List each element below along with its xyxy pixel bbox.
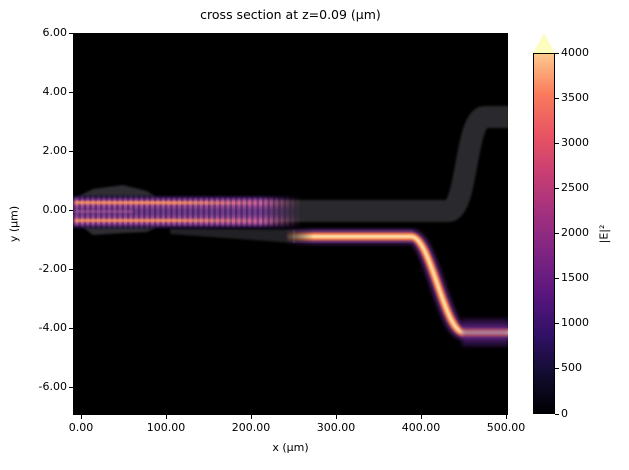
- y-tick-mark: [69, 269, 73, 270]
- plot-area: [73, 33, 508, 415]
- mmi-field-lobes: [74, 201, 259, 222]
- y-tick-mark: [69, 91, 73, 93]
- y-tick-mark: [69, 151, 73, 152]
- x-tick-label: 400.00: [401, 421, 441, 434]
- x-tick-mark: [420, 415, 422, 419]
- colorbar-tick-mark: [555, 278, 559, 280]
- colorbar-tick-label: 2500: [561, 180, 589, 194]
- bus-waveguide-structure: [153, 106, 508, 222]
- colorbar-tick-label: 3000: [561, 135, 589, 149]
- y-axis-label: y (μm): [7, 205, 21, 243]
- colorbar-tick-label: 1000: [561, 316, 589, 330]
- output-stripe-halo: [462, 319, 508, 346]
- colorbar-tick-mark: [555, 323, 559, 325]
- colorbar-tick-label: 500: [561, 361, 582, 375]
- y-tick-label: 0.00: [42, 203, 68, 216]
- colorbar-gradient: [533, 53, 555, 414]
- colorbar-tick-label: 2000: [561, 226, 589, 239]
- x-tick-mark: [250, 415, 252, 419]
- mmi-field-band: [73, 195, 309, 229]
- y-tick-mark: [69, 210, 73, 211]
- y-tick-label: 2.00: [42, 144, 68, 157]
- colorbar-tick-mark: [555, 187, 559, 189]
- colorbar-tick-label: 4000: [561, 45, 589, 59]
- y-tick-label: 6.00: [42, 25, 68, 39]
- colorbar-tick-label: 3500: [561, 90, 589, 104]
- colorbar-tick-mark: [555, 413, 559, 415]
- colorbar-extend-triangle: [533, 33, 555, 53]
- x-tick-label: 200.00: [231, 421, 271, 434]
- x-axis-label: x (μm): [272, 441, 309, 454]
- y-tick-label: -2.00: [38, 262, 67, 275]
- plot-title: cross section at z=0.09 (μm): [200, 7, 381, 22]
- field-heatmap: [73, 106, 508, 346]
- colorbar-tick-label: 0: [561, 406, 568, 420]
- y-tick-mark: [69, 387, 73, 388]
- colorbar-label: |E|²: [597, 224, 611, 244]
- x-tick-label: 500.00: [486, 421, 526, 434]
- x-tick-mark: [165, 415, 167, 419]
- x-tick-label: 0.00: [68, 421, 94, 434]
- drop-waveguide-structure: [170, 228, 295, 243]
- colorbar-tick-mark: [555, 97, 559, 99]
- x-tick-mark: [80, 415, 82, 419]
- y-tick-label: -6.00: [38, 380, 67, 393]
- y-tick-mark: [69, 328, 73, 329]
- x-tick-mark: [505, 415, 507, 419]
- x-tick-label: 300.00: [316, 421, 356, 434]
- y-tick-label: -4.00: [38, 321, 67, 334]
- x-tick-mark: [335, 415, 337, 419]
- x-tick-label: 100.00: [146, 421, 186, 434]
- colorbar-tick-mark: [555, 142, 559, 144]
- colorbar-tick-mark: [555, 368, 559, 370]
- colorbar-tick-mark: [555, 233, 559, 234]
- y-tick-mark: [69, 32, 73, 34]
- colorbar-tick-label: 1500: [561, 271, 589, 285]
- y-tick-label: 4.00: [42, 84, 68, 98]
- colorbar-tick-mark: [555, 52, 559, 54]
- drop-waveguide-field: [287, 229, 508, 340]
